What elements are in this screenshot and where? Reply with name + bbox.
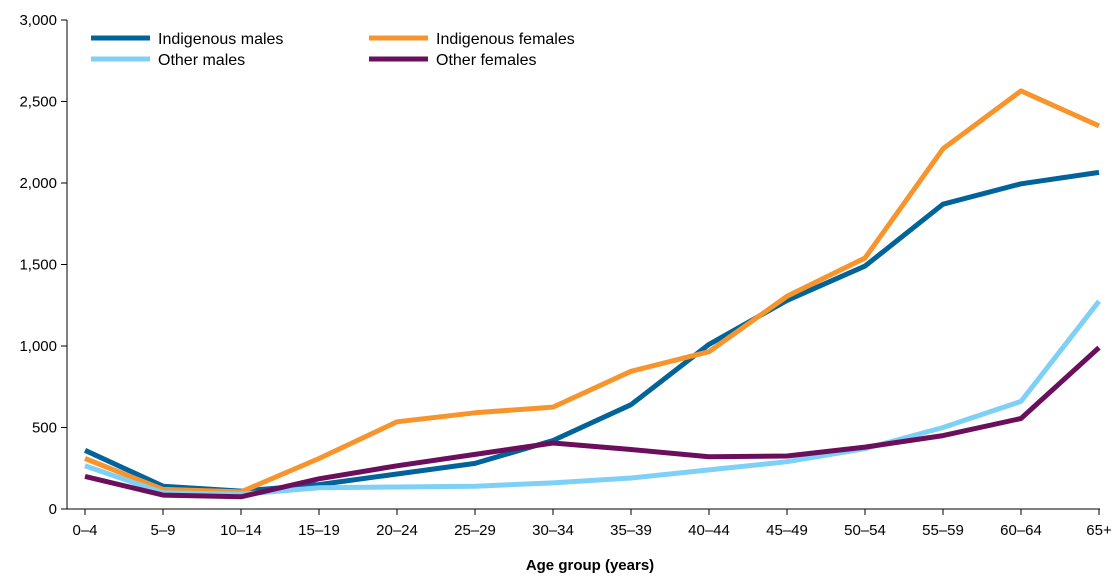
y-tick-label: 2,500 [19,94,57,111]
y-tick-label: 500 [32,420,57,437]
legend-label: Other males [158,52,245,69]
series-lines [83,88,1101,500]
y-axis: 0 500 1,000 1,500 2,000 2,500 3,000 [19,12,68,518]
legend-item-other-males: Other males [91,52,245,69]
x-axis-title: Age group (years) [526,557,654,574]
x-axis: 0–4 5–9 10–14 15–19 20–24 25–29 30–34 35–39 40–4… [67,508,1112,539]
x-tick-label: 10–14 [220,522,262,539]
x-tick-label: 20–24 [376,522,418,539]
legend-item-indigenous-males: Indigenous males [91,31,283,48]
y-tick-label: 1,500 [19,257,57,274]
x-tick-label: 50–54 [844,522,886,539]
series-line-indigenous-females [84,88,1101,495]
legend-item-other-females: Other females [369,52,536,69]
legend-label: Other females [436,52,536,69]
x-tick-label: 40–44 [688,522,730,539]
x-tick-label: 35–39 [610,522,652,539]
y-tick-label: 0 [49,501,57,518]
series-line-other-males [84,299,1101,497]
y-tick-label: 1,000 [19,338,57,355]
legend-label: Indigenous males [158,31,283,48]
legend-label: Indigenous females [436,31,575,48]
x-tick-label: 0–4 [72,522,97,539]
y-tick-label: 2,000 [19,175,57,192]
x-tick-label: 15–19 [298,522,340,539]
x-tick-label: 45–49 [766,522,808,539]
x-tick-label: 30–34 [532,522,574,539]
x-tick-label: 65+ [1086,522,1112,539]
x-tick-label: 5–9 [150,522,175,539]
legend: Indigenous males Indigenous females Other … [91,31,575,69]
series-line-indigenous-males [83,169,1100,494]
legend-item-indigenous-females: Indigenous females [369,31,575,48]
series-line-other-females [84,345,1101,500]
x-tick-label: 55–59 [922,522,964,539]
x-tick-label: 25–29 [454,522,496,539]
y-tick-label: 3,000 [19,12,57,29]
x-tick-label: 60–64 [1000,522,1042,539]
